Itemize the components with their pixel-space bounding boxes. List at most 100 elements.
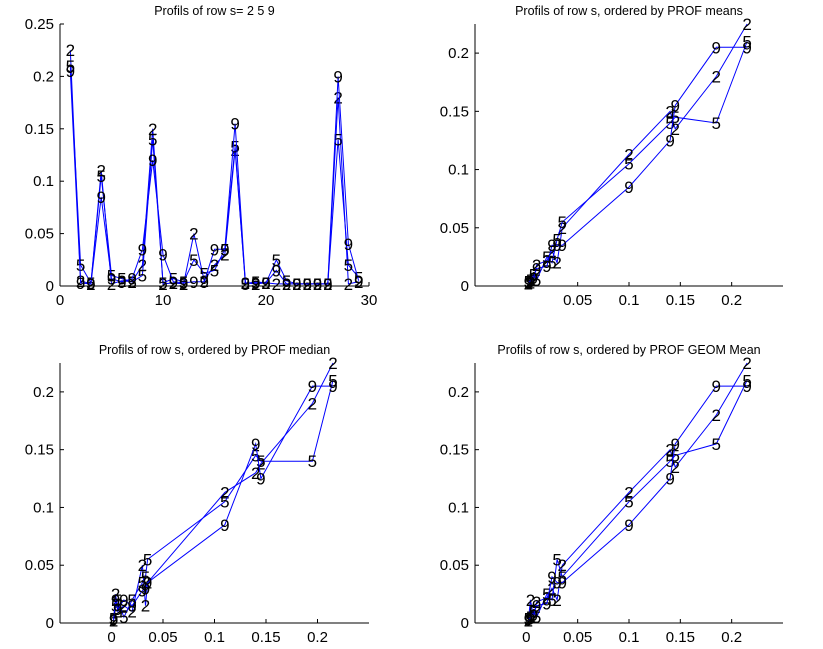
data-point-label: 5: [148, 130, 157, 149]
data-point-label: 2: [272, 275, 281, 294]
y-tick-label: 0.2: [448, 384, 469, 401]
data-point-label: 9: [66, 62, 75, 81]
x-tick-label: 0.15: [666, 292, 695, 309]
data-point-label: 5: [169, 270, 178, 289]
data-point-label: 9: [119, 591, 128, 610]
data-point-label: 2: [742, 354, 751, 373]
data-point-label: 5: [220, 240, 229, 259]
data-point-label: 2: [670, 458, 679, 477]
data-point-label: 5: [670, 446, 679, 465]
series-line-9: [528, 46, 748, 283]
data-point-label: 9: [670, 435, 679, 454]
data-point-label: 5: [251, 446, 260, 465]
data-point-label: 9: [261, 274, 270, 293]
data-point-label: 2: [624, 145, 633, 164]
y-tick-label: 0.05: [440, 220, 469, 237]
data-point-label: 9: [547, 236, 556, 255]
data-point-label: 9: [328, 377, 337, 396]
data-point-label: 9: [742, 38, 751, 57]
data-point-label: 2: [333, 88, 342, 107]
data-point-label: 5: [127, 273, 136, 292]
data-point-label: 2: [113, 602, 122, 621]
data-point-label: 2: [558, 556, 567, 575]
data-point-label: 2: [524, 612, 533, 631]
data-point-label: 2: [547, 579, 556, 598]
data-point-label: 9: [86, 275, 95, 294]
data-point-label: 5: [158, 274, 167, 293]
data-point-label: 5: [552, 550, 561, 569]
data-point-label: 5: [76, 256, 85, 275]
x-tick-label: 0.1: [619, 292, 640, 309]
data-point-label: 9: [127, 270, 136, 289]
data-point-label: 9: [524, 611, 533, 630]
y-tick-label: 0.05: [25, 226, 54, 243]
series-line-9: [528, 385, 748, 620]
data-point-label: 2: [138, 256, 147, 275]
data-point-label: 9: [529, 269, 538, 288]
y-tick-label: 0.2: [448, 45, 469, 62]
data-point-label: 9: [169, 273, 178, 292]
data-point-label: 2: [138, 556, 147, 575]
chart-title: Profils of row s, ordered by PROF GEOM M…: [497, 343, 760, 357]
data-point-label: 2: [141, 597, 150, 616]
data-point-label: 5: [552, 230, 561, 249]
data-point-label: 2: [328, 354, 337, 373]
y-tick-label: 0.1: [33, 499, 54, 516]
data-point-label: 9: [241, 274, 250, 293]
data-point-label: 2: [292, 275, 301, 294]
data-point-label: 9: [529, 606, 538, 625]
data-point-label: 9: [292, 275, 301, 294]
data-point-label: 5: [529, 602, 538, 621]
data-point-label: 5: [624, 155, 633, 174]
data-point-label: 5: [119, 608, 128, 627]
data-point-label: 5: [230, 138, 239, 157]
data-point-label: 2: [665, 441, 674, 460]
data-point-label: 2: [665, 102, 674, 121]
data-point-label: 9: [76, 274, 85, 293]
data-point-label: 9: [111, 591, 120, 610]
data-point-label: 9: [624, 178, 633, 197]
data-point-label: 9: [323, 275, 332, 294]
data-point-label: 5: [251, 273, 260, 292]
y-tick-label: 0: [46, 278, 54, 295]
data-point-label: 9: [220, 516, 229, 535]
data-point-label: 5: [199, 264, 208, 283]
data-point-label: 2: [86, 275, 95, 294]
data-point-label: 2: [189, 225, 198, 244]
data-point-label: 2: [66, 41, 75, 60]
series-line-9: [113, 385, 333, 620]
x-tick-label: 0.15: [666, 629, 695, 646]
data-point-label: 2: [282, 275, 291, 294]
x-tick-label: 0.05: [148, 629, 177, 646]
data-point-label: 9: [179, 274, 188, 293]
data-point-label: 2: [552, 591, 561, 610]
data-point-label: 9: [251, 435, 260, 454]
data-point-label: 2: [547, 242, 556, 261]
chart-panel-2: Profils of row s, ordered by PROF means 0…: [440, 4, 783, 309]
data-point-label: 2: [308, 394, 317, 413]
y-tick-label: 0.2: [33, 384, 54, 401]
y-tick-label: 0.1: [33, 173, 54, 190]
data-point-label: 9: [127, 597, 136, 616]
x-tick-label: 30: [361, 292, 378, 309]
data-point-label: 9: [526, 609, 535, 628]
data-point-label: 2: [220, 483, 229, 502]
chart-title: Profils of row s, ordered by PROF median: [99, 343, 330, 357]
data-point-label: 2: [119, 597, 128, 616]
data-point-label: 5: [532, 608, 541, 627]
data-point-label: 5: [542, 248, 551, 267]
x-tick-label: 0.05: [563, 629, 592, 646]
data-point-label: 2: [117, 272, 126, 291]
series-line-5: [528, 380, 748, 619]
data-point-label: 2: [532, 256, 541, 275]
data-point-label: 9: [532, 260, 541, 279]
x-tick-label: 0.1: [204, 629, 225, 646]
data-point-label: 5: [323, 275, 332, 294]
data-point-label: 5: [272, 251, 281, 270]
data-point-label: 9: [138, 240, 147, 259]
y-tick-label: 0.1: [448, 499, 469, 516]
data-point-label: 2: [148, 120, 157, 139]
data-point-label: 5: [241, 275, 250, 294]
x-tick-label: 0.2: [307, 629, 328, 646]
data-point-label: 9: [532, 597, 541, 616]
